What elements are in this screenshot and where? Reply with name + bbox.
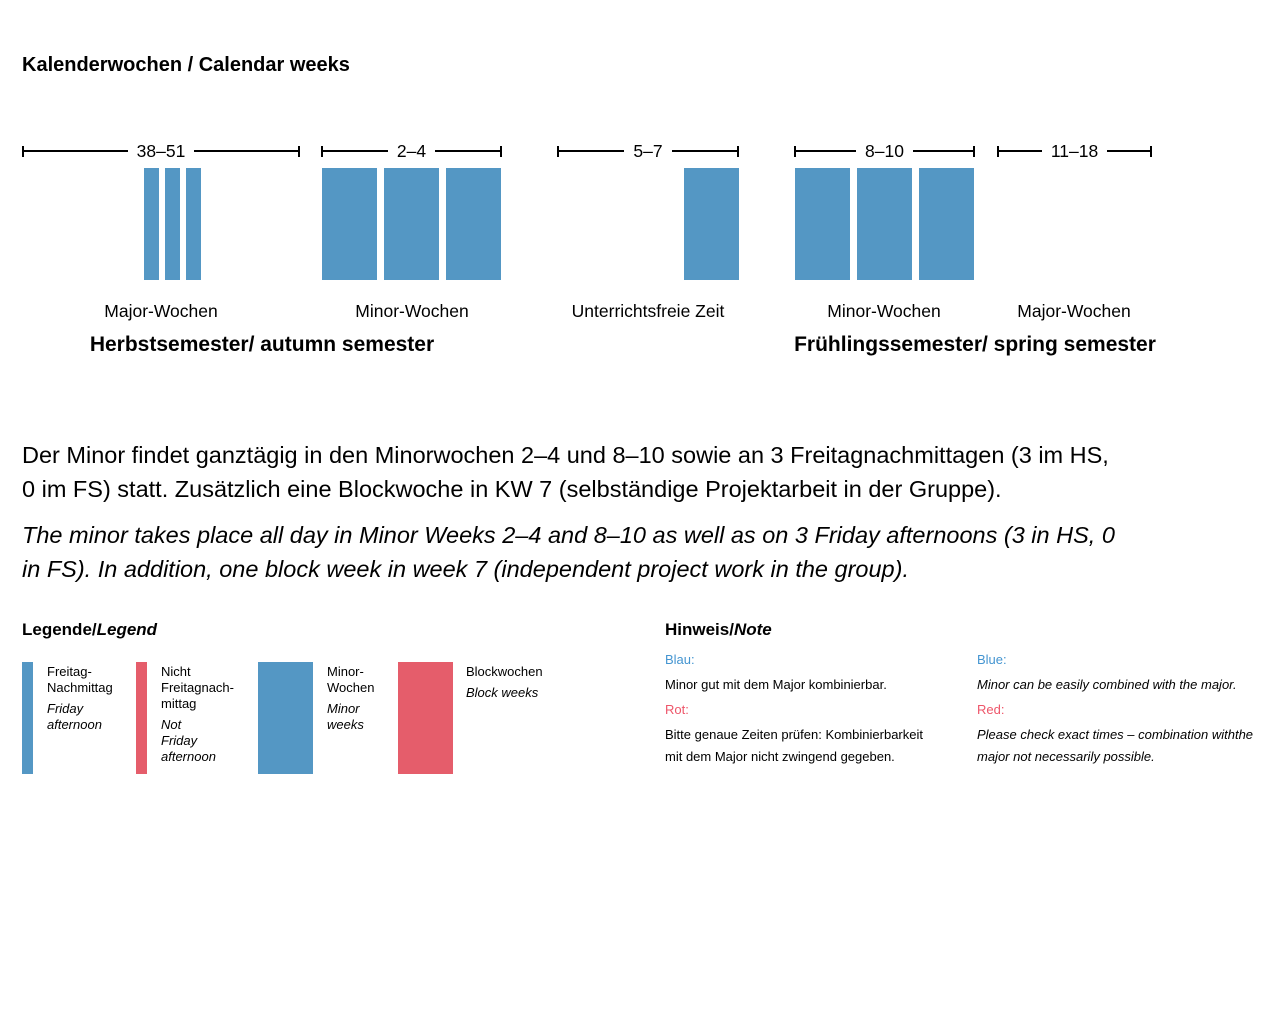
semester-title-spring: Frühlingssemester/ spring semester (794, 333, 1156, 356)
week-range-label: 11–18 (1050, 141, 1099, 161)
legend-label-en: Block weeks (466, 685, 539, 700)
legend-label-de: Nicht Freitagnach- mittag (161, 664, 234, 711)
bracket-line (999, 150, 1042, 152)
legend-label-en: Friday afternoon (47, 701, 102, 732)
week-span-2-4: 2–4 (321, 141, 503, 161)
legend-label-en: Minor weeks (327, 701, 364, 732)
bracket-tick (737, 145, 740, 157)
minor-week-bar (384, 168, 439, 280)
week-range-label: 2–4 (396, 141, 427, 161)
week-span-8-10: 8–10 (794, 141, 975, 161)
bracket-tick (794, 145, 796, 157)
legend-title-de: Legende/ (22, 620, 97, 639)
bracket-tick (973, 145, 975, 157)
note-red-text-en: Please check exact times – combination w… (977, 727, 1254, 764)
minor-week-bar (322, 168, 377, 280)
legend-swatch-not-friday-afternoon (136, 662, 147, 774)
legend-label-en: Not Friday afternoon (161, 717, 216, 764)
note-blue-text-de: Minor gut mit dem Major kombinierbar. (665, 677, 887, 692)
bracket-tick (997, 145, 999, 157)
block-week-7-bar (684, 168, 739, 280)
description-german: Der Minor findet ganztägig in den Minorw… (22, 442, 1109, 502)
minor-week-bar (446, 168, 501, 280)
week-range-label: 5–7 (633, 141, 663, 161)
minor-week-bar (795, 168, 850, 280)
friday-afternoon-bar (165, 168, 180, 280)
legend-swatch-friday-afternoon (22, 662, 33, 774)
legend-title-en: Legend (96, 620, 158, 639)
legend-item-minor-weeks: Minor- Wochen Minor weeks (327, 664, 393, 733)
bracket-line (559, 150, 625, 152)
legend-title: Legende/Legend (22, 620, 157, 640)
bracket-line (796, 150, 857, 152)
note-blue-label-en: Blue: (977, 652, 1007, 667)
minor-week-bar (919, 168, 974, 280)
friday-afternoon-bar (186, 168, 201, 280)
category-label-minor-spring: Minor-Wochen (827, 301, 941, 321)
legend-item-block-weeks: Blockwochen Block weeks (466, 664, 566, 701)
note-title-de: Hinweis/ (665, 620, 734, 639)
bracket-tick (22, 145, 24, 157)
bracket-tick (500, 145, 503, 157)
minor-week-bar (857, 168, 912, 280)
description-english: The minor takes place all day in Minor W… (22, 522, 1115, 582)
page-title: Kalenderwochen / Calendar weeks (22, 54, 350, 76)
friday-afternoon-bar (144, 168, 159, 280)
legend-label-de: Blockwochen (466, 664, 543, 679)
note-red-text-de: Bitte genaue Zeiten prüfen: Kombinierbar… (665, 727, 923, 764)
note-title: Hinweis/Note (665, 620, 772, 640)
bracket-tick (1150, 145, 1152, 157)
bracket-tick (321, 145, 323, 157)
bracket-line (24, 150, 128, 152)
legend-item-friday-afternoon: Freitag- Nachmittag Friday afternoon (47, 664, 135, 733)
bracket-tick (298, 145, 301, 157)
bracket-tick (557, 145, 559, 157)
bracket-line (435, 150, 501, 152)
bracket-line (671, 150, 738, 152)
note-red-label-de: Rot: (665, 702, 689, 717)
note-blue-label-de: Blau: (665, 652, 695, 667)
note-red-label-en: Red: (977, 702, 1005, 717)
bracket-line (1107, 150, 1150, 152)
bracket-line (194, 150, 299, 152)
note-title-en: Note (733, 620, 772, 639)
legend-swatch-minor-weeks (258, 662, 313, 774)
category-label-major-autumn: Major-Wochen (104, 301, 218, 321)
week-span-11-18: 11–18 (997, 141, 1152, 161)
legend-swatch-block-weeks (398, 662, 453, 774)
semester-title-autumn: Herbstsemester/ autumn semester (89, 333, 435, 356)
category-label-minor-autumn: Minor-Wochen (355, 301, 469, 321)
week-span-5-7: 5–7 (557, 141, 740, 161)
bracket-line (912, 150, 973, 152)
note-column-german: Blau: Minor gut mit dem Major kombinierb… (665, 652, 955, 774)
category-label-free-time: Unterrichtsfreie Zeit (571, 301, 725, 321)
bracket-line (323, 150, 388, 152)
legend-item-not-friday-afternoon: Nicht Freitagnach- mittag Not Friday aft… (161, 664, 253, 765)
week-span-38-51: 38–51 (22, 141, 301, 161)
note-blue-text-en: Minor can be easily combined with the ma… (977, 677, 1237, 692)
week-range-label: 38–51 (136, 141, 186, 161)
note-column-english: Blue: Minor can be easily combined with … (977, 652, 1277, 774)
legend-label-de: Freitag- Nachmittag (47, 664, 113, 695)
week-range-label: 8–10 (865, 141, 904, 161)
legend-label-de: Minor- Wochen (327, 664, 375, 695)
category-label-major-spring: Major-Wochen (1017, 301, 1131, 321)
